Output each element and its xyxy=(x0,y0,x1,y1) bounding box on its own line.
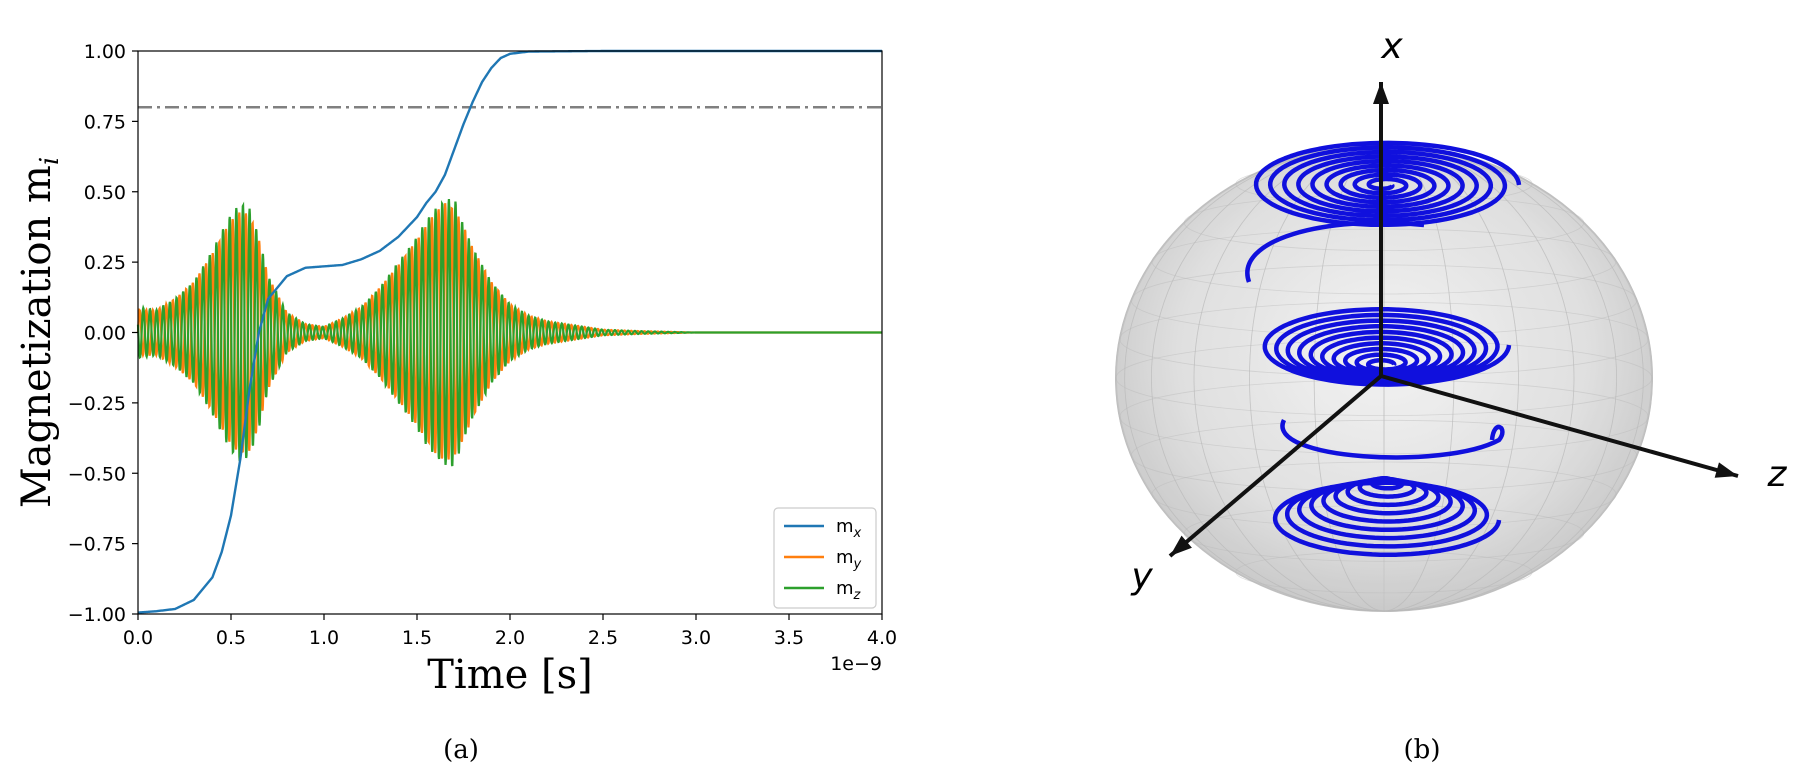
legend-box xyxy=(773,507,877,609)
panel-a-chart: 0.0 0.5 1.0 1.5 2.0 2.5 3.0 3.5 4.0 1.00 0.75 0.50… xyxy=(14,41,897,765)
legend-label-mx: mx xyxy=(836,516,862,541)
legend: mx my mz xyxy=(773,507,877,609)
sphere-latitude xyxy=(1130,419,1638,492)
sphere-latitude xyxy=(1235,551,1533,594)
y-axis-label-subscript: i xyxy=(35,157,65,165)
y-tick-label: −1.00 xyxy=(68,604,126,626)
y-tick-label: −0.25 xyxy=(68,393,126,415)
x-axis-arrow-head xyxy=(1373,82,1389,104)
series-line-mz xyxy=(136,199,882,467)
y-tick-label: −0.75 xyxy=(68,534,126,556)
magnetization-trajectory xyxy=(1245,140,1522,557)
sphere-latitude xyxy=(1115,340,1653,416)
x-tick-label: 3.5 xyxy=(774,627,804,649)
axis-label-y: y xyxy=(1130,556,1153,597)
trajectory-segment xyxy=(1280,419,1505,460)
sphere-latitude xyxy=(1151,228,1617,295)
panel-label-a: (a) xyxy=(443,735,479,765)
x-tick-label: 0.0 xyxy=(123,627,153,649)
x-tick-label: 2.0 xyxy=(495,627,525,649)
x-tick-label: 1.0 xyxy=(309,627,339,649)
legend-label-mz: mz xyxy=(836,578,862,603)
y-axis-label: Magnetization mi xyxy=(14,157,65,508)
x-tick-label: 1.5 xyxy=(402,627,432,649)
x-tick-label: 4.0 xyxy=(867,627,897,649)
panel-b-3d-plot: x y z (b) xyxy=(1115,26,1788,765)
3d-axes xyxy=(1168,82,1739,558)
trajectory-segment xyxy=(1262,307,1512,387)
legend-label-my: my xyxy=(836,547,862,572)
trajectory-segment xyxy=(1253,140,1522,228)
sphere-latitude xyxy=(1151,461,1617,528)
y-tick-label: 0.25 xyxy=(84,252,126,274)
y-axis-arrow-head xyxy=(1170,535,1192,556)
x-tick-label: 3.0 xyxy=(681,627,711,649)
trajectory-segment xyxy=(1245,220,1425,283)
trajectory-segment xyxy=(1272,475,1502,557)
y-tick-label: 0.00 xyxy=(84,323,126,345)
axis-label-x: x xyxy=(1380,26,1403,67)
x-axis-label: Time [s] xyxy=(427,652,593,698)
x-tick-label: 2.5 xyxy=(588,627,618,649)
axis-label-z: z xyxy=(1767,454,1788,495)
y-tick-label: 0.75 xyxy=(84,111,126,133)
y-axis-arrow xyxy=(1168,374,1383,558)
x-axis-scale-factor: 1e−9 xyxy=(830,653,882,675)
y-tick-label: 1.00 xyxy=(84,41,126,63)
x-tick-label: 0.5 xyxy=(216,627,246,649)
y-tick-label: 0.50 xyxy=(84,182,126,204)
y-tick-label: −0.50 xyxy=(68,463,126,485)
y-axis-label-base: Magnetization m xyxy=(14,165,60,508)
z-axis-arrow xyxy=(1380,374,1739,478)
panel-label-b: (b) xyxy=(1404,735,1441,765)
z-axis-arrow-head xyxy=(1714,462,1738,478)
